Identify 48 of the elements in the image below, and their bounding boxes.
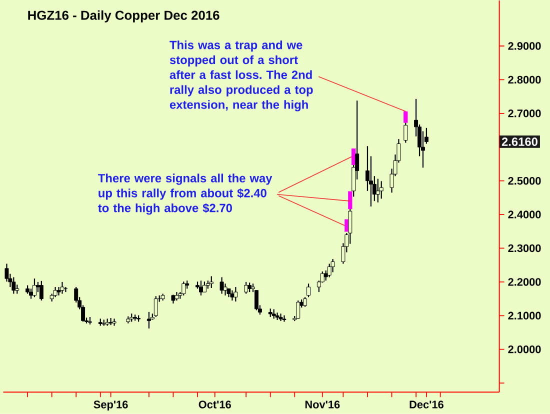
y-tick-label: 2.4000: [508, 210, 541, 218]
x-tick-label: Sep'16: [94, 400, 128, 411]
candlestick: [154, 296, 158, 318]
y-tick-label: 2.1000: [508, 312, 541, 320]
candlestick: [12, 276, 16, 294]
y-tick-label: 2.5000: [508, 177, 541, 185]
candlestick: [53, 286, 58, 298]
candlestick: [220, 276, 224, 294]
text: HGZ16 - Daily Copper Dec 2016: [28, 10, 220, 22]
candlestick: [32, 278, 36, 298]
bar: [404, 111, 408, 123]
candlestick: [234, 286, 238, 302]
candlestick: [278, 313, 283, 322]
x-tick-label: Oct'16: [198, 400, 231, 408]
y-tick-label: 2.2000: [508, 278, 541, 286]
candlestick: [327, 263, 332, 278]
candlestick: [29, 288, 33, 300]
candlestick: [60, 281, 64, 294]
y-tick-label: 2.9000: [508, 42, 541, 50]
y-tick-label: 2.3000: [508, 244, 541, 252]
candlestick: [282, 314, 286, 322]
candlestick: [15, 284, 20, 294]
candlestick: [202, 281, 206, 293]
y-tick-label: 2.8000: [508, 76, 541, 84]
candlestick: [209, 276, 214, 289]
y-tick-label: 2.7000: [508, 110, 541, 118]
candlestick: [182, 281, 186, 296]
x-tick-label: Nov'16: [305, 400, 340, 408]
candlestick: [223, 283, 228, 296]
candlestick: [303, 296, 308, 308]
candlestick: [306, 283, 311, 298]
candlestick: [199, 280, 203, 296]
candlestick: [330, 258, 335, 273]
candlestick: [376, 178, 380, 204]
annotation: There were signals all the way up this rally from about $2.40 to the high above $2.70: [98, 174, 272, 215]
candlestick: [39, 280, 44, 302]
annotation: 2.6160: [502, 138, 538, 146]
candlestick: [244, 281, 248, 294]
candlestick: [296, 300, 300, 320]
candlestick: [248, 282, 252, 293]
y-tick-label: 2.0000: [508, 346, 541, 354]
candlestick: [230, 290, 234, 302]
candlestick: [379, 180, 384, 200]
x-tick-label: Dec'16: [410, 400, 444, 408]
candlestick: [272, 308, 276, 320]
candlestick: [146, 311, 151, 330]
annotation: This was a trap and we stopped out of a short after a fast loss. The 2nd rally also produced a top extension, near the high: [170, 40, 313, 112]
candlestick: [112, 318, 116, 326]
